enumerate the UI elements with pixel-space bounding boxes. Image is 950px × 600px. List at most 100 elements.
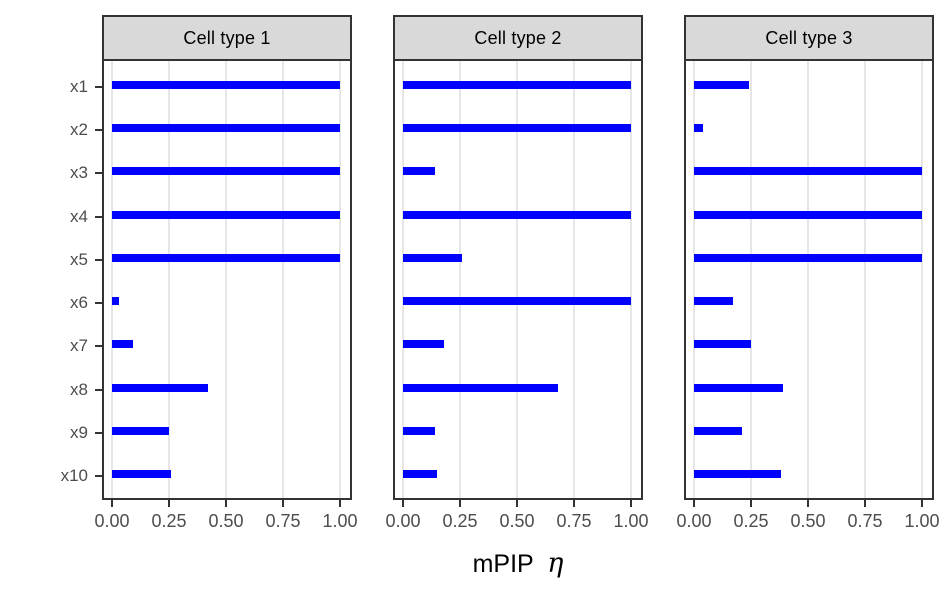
y-axis-tick-label: x6 [70,293,88,313]
facet-plot-panel [684,59,934,500]
gridline [807,61,809,498]
gridline [282,61,284,498]
bar-x2 [403,124,631,133]
x-axis-tick-label: 0.50 [499,511,535,531]
gridline [339,61,341,498]
facet-strip: Cell type 2 [393,15,643,61]
facet-strip-label: Cell type 1 [183,27,271,48]
x-axis-tick-label: 0.25 [442,511,478,531]
gridline [516,61,518,498]
y-axis-tick-label: x10 [60,466,88,486]
bar-x1 [403,80,631,89]
x-axis-tick-label: 0.50 [208,511,244,531]
gridline [864,61,866,498]
facet-plot-panel [102,59,352,500]
x-axis-tick [168,500,170,507]
x-axis-tick-label: 1.00 [904,511,940,531]
x-axis-title-text: mPIP [472,550,534,578]
gridline [921,61,923,498]
x-axis-tick [459,500,461,507]
gridline [459,61,461,498]
x-axis-tick [807,500,809,507]
bar-x6 [403,297,631,306]
bar-x2 [112,124,340,133]
y-axis-tick-label: x1 [70,76,88,96]
gridline [168,61,170,498]
bar-x6 [112,297,119,306]
x-axis-tick-label: 0.75 [265,511,301,531]
bar-x8 [403,383,559,392]
facet-strip-label: Cell type 2 [474,27,562,48]
y-axis-tick [95,345,102,348]
x-axis-tick-label: 1.00 [613,511,649,531]
bar-x3 [112,167,340,176]
bar-x7 [694,340,751,349]
y-axis-tick [95,475,102,478]
bar-x1 [112,80,340,89]
bar-x5 [403,253,463,262]
bar-x6 [694,297,733,306]
x-axis-title: mPIP η [102,548,934,579]
x-axis-tick [750,500,752,507]
bar-x10 [112,470,172,479]
facet-strip: Cell type 1 [102,15,352,61]
x-axis-tick [339,500,341,507]
y-axis-tick [95,172,102,175]
gridline [630,61,632,498]
x-axis-tick [921,500,923,507]
gridline [111,61,113,498]
y-axis-tick-label: x8 [70,379,88,399]
x-axis-tick [111,500,113,507]
bar-x8 [112,383,208,392]
x-axis-tick [402,500,404,507]
bar-x4 [403,210,631,219]
bar-x9 [694,426,742,435]
y-axis-tick [95,388,102,391]
x-axis-tick-label: 0.25 [733,511,769,531]
y-axis-tick [95,215,102,218]
bar-x2 [694,124,704,133]
x-axis-tick [225,500,227,507]
x-axis-tick [516,500,518,507]
y-axis-tick [95,85,102,88]
x-axis-tick [693,500,695,507]
bar-x10 [694,470,781,479]
bar-x7 [403,340,445,349]
x-axis-tick-label: 0.00 [676,511,712,531]
y-axis-tick-label: x7 [70,336,88,356]
bar-x5 [694,253,922,262]
bar-x3 [694,167,922,176]
y-axis-tick [95,129,102,132]
bar-x1 [694,80,749,89]
bar-x9 [112,426,169,435]
y-axis-tick-label: x5 [70,249,88,269]
y-axis-tick [95,431,102,434]
x-axis-tick [282,500,284,507]
x-axis-tick [864,500,866,507]
x-axis-tick-label: 0.50 [790,511,826,531]
bar-x7 [112,340,133,349]
facet-strip: Cell type 3 [684,15,934,61]
bar-x4 [112,210,340,219]
bar-x10 [403,470,438,479]
bar-x3 [403,167,435,176]
bar-x9 [403,426,435,435]
gridline [402,61,404,498]
facet-strip-label: Cell type 3 [765,27,853,48]
y-axis-tick-label: x9 [70,422,88,442]
x-axis-tick [573,500,575,507]
x-axis-tick-label: 0.00 [385,511,421,531]
eta-symbol: η [547,548,564,579]
y-axis-tick-label: x4 [70,206,88,226]
gridline [573,61,575,498]
y-axis-tick-label: x3 [70,163,88,183]
y-axis-tick [95,258,102,261]
facet-plot-panel [393,59,643,500]
gridline [225,61,227,498]
y-axis-tick [95,302,102,305]
x-axis-tick [630,500,632,507]
bar-x8 [694,383,783,392]
x-axis-tick-label: 0.75 [556,511,592,531]
gridline [693,61,695,498]
